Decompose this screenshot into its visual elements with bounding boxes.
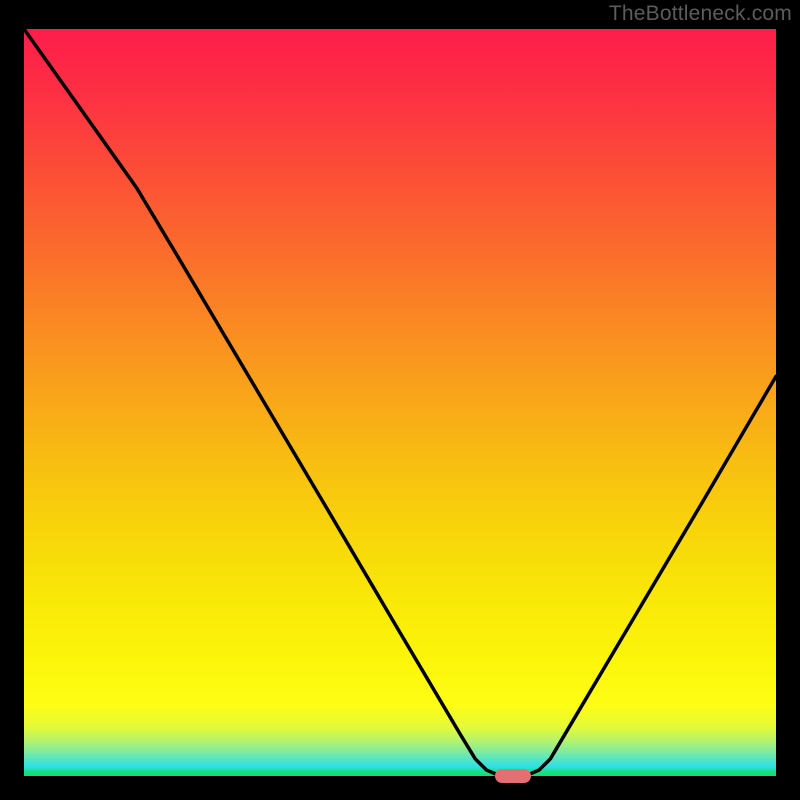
chart-frame: TheBottleneck.com <box>0 0 800 800</box>
watermark-label: TheBottleneck.com <box>609 2 792 26</box>
optimal-marker <box>495 769 531 782</box>
bottleneck-curve <box>24 29 776 776</box>
plot-area <box>24 29 776 776</box>
